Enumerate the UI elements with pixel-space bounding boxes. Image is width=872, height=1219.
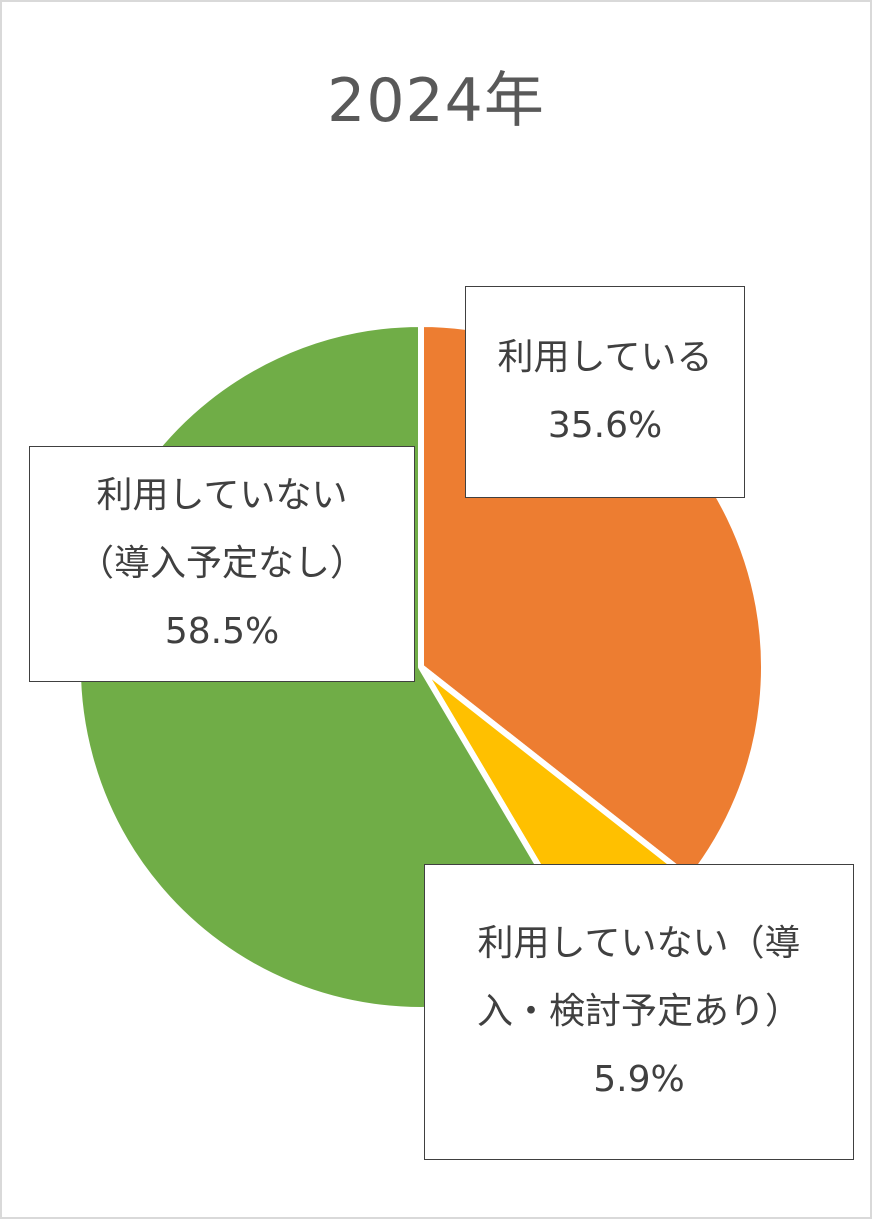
data-label-using-value: 35.6% — [547, 405, 663, 446]
data-label-not-using-no-plan: 利用していない （導入予定なし） 58.5% — [29, 446, 415, 682]
data-label-not-using-no-plan-name-line-2: （導入予定なし） — [77, 543, 366, 584]
chart-title: 2024年 — [327, 66, 545, 136]
data-label-not-using-planned: 利用していない（導 入・検討予定あり） 5.9% — [424, 864, 854, 1160]
data-label-not-using-planned-name-line-1: 利用していない（導 — [477, 923, 801, 964]
data-label-not-using-no-plan-value: 58.5% — [164, 611, 280, 652]
data-label-not-using-no-plan-name-line-1: 利用していない — [96, 475, 348, 516]
data-label-not-using-planned-value: 5.9% — [593, 1059, 685, 1100]
data-label-using: 利用している 35.6% — [465, 286, 745, 498]
data-label-using-name-line-1: 利用している — [497, 337, 713, 378]
data-label-not-using-planned-name-line-2: 入・検討予定あり） — [476, 991, 801, 1032]
